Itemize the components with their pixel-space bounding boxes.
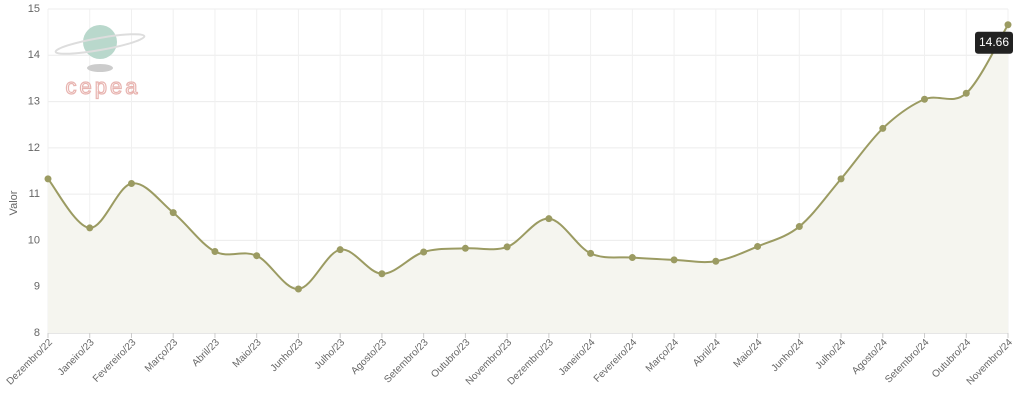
point	[378, 270, 386, 278]
x-tick-label: Janeiro/23	[56, 337, 97, 378]
tooltip-value: 14.66	[979, 35, 1009, 49]
x-tick-label: Agosto/23	[349, 337, 389, 377]
point	[962, 89, 970, 97]
y-tick-label: 13	[28, 95, 40, 107]
x-tick-label: Outubro/24	[930, 337, 973, 380]
tooltip-box	[975, 31, 1013, 54]
point	[712, 257, 720, 265]
y-tick-label: 12	[28, 142, 40, 154]
logo: cepea	[54, 25, 146, 99]
y-tick-label: 14	[28, 49, 40, 61]
x-tick-label: Dezembro/22	[5, 337, 56, 388]
x-tick-label: Abril/23	[190, 337, 222, 369]
x-tick-label: Junho/24	[769, 337, 806, 374]
point	[1004, 21, 1012, 29]
x-tick-label: Setembro/24	[883, 337, 932, 386]
x-tick-label: Julho/23	[313, 337, 348, 372]
x-tick-label: Julho/24	[814, 337, 849, 372]
x-tick-label: Janeiro/24	[557, 337, 598, 378]
x-tick-label: Maio/23	[231, 337, 264, 370]
point	[294, 285, 302, 293]
point	[921, 95, 929, 103]
x-tick-label: Junho/23	[269, 337, 306, 374]
point	[44, 175, 52, 183]
x-tick-label: Fevereiro/24	[592, 337, 640, 385]
point	[545, 215, 553, 223]
point	[503, 243, 511, 251]
logo-ring	[54, 33, 146, 55]
x-tick-label: Setembro/23	[382, 337, 431, 386]
y-tick-label: 8	[34, 327, 40, 339]
line	[47, 24, 1009, 291]
point	[211, 248, 219, 256]
y-axis-label: Valor	[8, 190, 20, 215]
x-tick-label: Fevereiro/23	[91, 337, 139, 385]
x-tick-label: Março/23	[143, 337, 181, 375]
y-tick-label: 9	[34, 281, 40, 293]
y-tick-label: 10	[28, 234, 40, 246]
point	[253, 252, 261, 260]
point	[461, 244, 469, 252]
point	[628, 254, 636, 262]
logo-globe	[83, 25, 117, 59]
point	[587, 249, 595, 257]
point	[169, 209, 177, 217]
point	[127, 179, 135, 187]
point	[795, 223, 803, 231]
area	[48, 24, 1008, 333]
x-tick-label: Maio/24	[732, 337, 765, 370]
point	[879, 124, 887, 132]
point	[670, 256, 678, 264]
logo-shadow	[87, 64, 113, 72]
point	[420, 248, 428, 256]
point	[86, 224, 94, 232]
tooltip: 14.66	[975, 31, 1013, 54]
x-tick-label: Agosto/24	[850, 337, 890, 377]
x-tick-label: Março/24	[644, 337, 682, 375]
logo-text: cepea	[66, 74, 141, 99]
point	[336, 246, 344, 254]
x-tick-label: Outubro/23	[429, 337, 472, 380]
x-tick-label: Abril/24	[691, 337, 723, 369]
point	[754, 242, 762, 250]
point	[837, 175, 845, 183]
y-tick-label: 11	[29, 188, 40, 200]
y-tick-label: 15	[28, 3, 40, 15]
